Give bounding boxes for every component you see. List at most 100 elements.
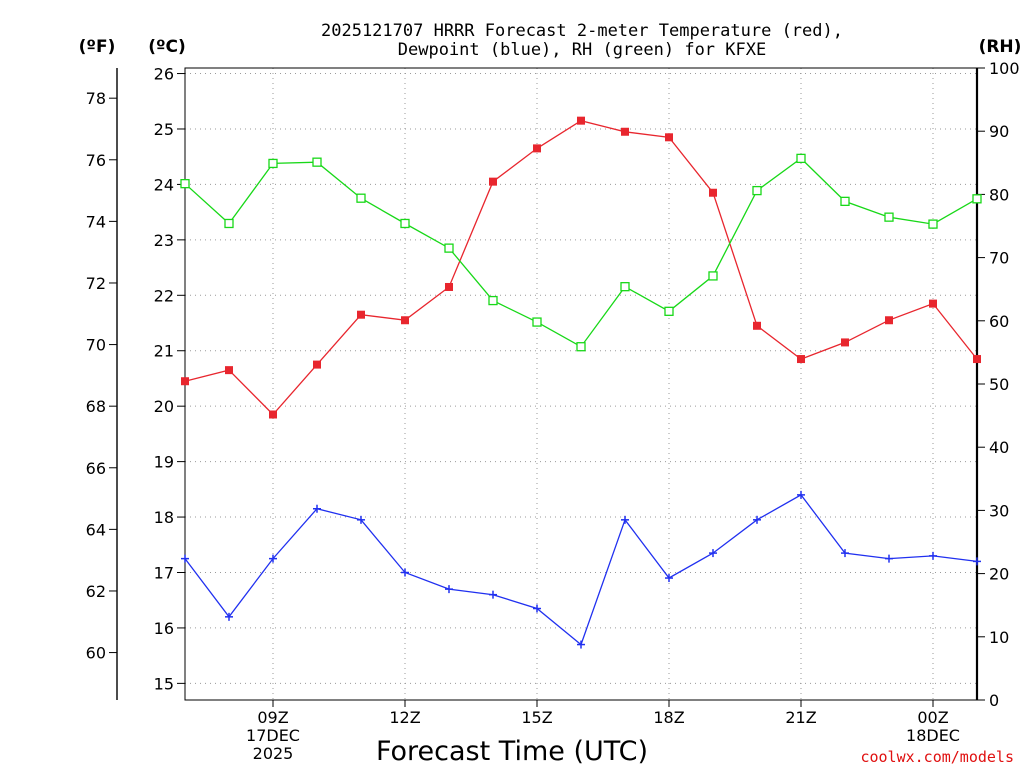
dewpoint-point [665, 574, 673, 583]
celsius-tick-label: 17 [154, 563, 174, 582]
fahrenheit-tick-label: 62 [86, 582, 106, 601]
dewpoint-point [841, 549, 849, 558]
fahrenheit-tick-label: 74 [86, 212, 106, 231]
temperature-point [841, 338, 849, 347]
rh-tick-label: 100 [989, 59, 1020, 78]
rh-point [224, 218, 234, 229]
fahrenheit-tick-label: 70 [86, 336, 106, 355]
celsius-tick-label: 15 [154, 674, 174, 693]
rh-tick-label: 40 [989, 438, 1009, 457]
dewpoint-point [533, 604, 541, 613]
rh-point [620, 282, 630, 292]
rh-point [444, 243, 454, 253]
x-axis-label: Forecast Time (UTC) [376, 736, 648, 767]
rh-point [268, 158, 278, 169]
fahrenheit-tick-label: 68 [86, 397, 106, 416]
rh-point [488, 295, 498, 306]
chart-title-line1: 2025121707 HRRR Forecast 2-meter Tempera… [321, 21, 843, 41]
x-tick-label: 15Z [521, 708, 552, 727]
rh-point [796, 153, 806, 164]
x-tick-label: 18Z [653, 708, 684, 727]
rh-point [972, 194, 982, 204]
fahrenheit-tick-label: 76 [86, 151, 106, 170]
rh-tick-label: 30 [989, 501, 1009, 520]
celsius-tick-label: 25 [154, 120, 174, 139]
temperature-point [797, 355, 805, 364]
rh-point [312, 157, 322, 167]
rh-tick-label: 0 [989, 691, 999, 710]
dewpoint-point [225, 612, 233, 621]
temperature-point [313, 360, 321, 369]
rh-tick-label: 60 [989, 312, 1009, 331]
fahrenheit-tick-label: 64 [86, 520, 106, 539]
celsius-tick-label: 18 [154, 508, 174, 527]
dewpoint-point [885, 554, 893, 563]
x-tick-label: 09Z [257, 708, 288, 727]
celsius-tick-label: 21 [154, 342, 174, 361]
celsius-unit-label: (ºC) [148, 37, 186, 57]
series-rh [180, 153, 982, 352]
fahrenheit-tick-label: 60 [86, 644, 106, 663]
fahrenheit-tick-label: 78 [86, 89, 106, 108]
celsius-tick-label: 26 [154, 65, 174, 84]
temperature-point [621, 127, 629, 136]
x-tick-label: 2025 [253, 744, 294, 763]
temperature-point [489, 177, 497, 186]
celsius-tick-label: 23 [154, 231, 174, 250]
x-tick-label: 21Z [785, 708, 816, 727]
series-temperature [181, 116, 981, 419]
rh-point [752, 185, 762, 196]
temperature-point [445, 282, 453, 291]
rh-point [576, 342, 586, 352]
temperature-point [753, 321, 761, 330]
series-dewpoint [181, 490, 981, 649]
rh-tick-label: 20 [989, 565, 1009, 584]
rh-tick-label: 90 [989, 122, 1009, 141]
rh-point [180, 179, 190, 189]
temperature-line [184, 120, 978, 416]
dewpoint-point [621, 515, 629, 524]
temperature-point [665, 133, 673, 142]
celsius-tick-label: 22 [154, 286, 174, 305]
rh-unit-label: (RH) [979, 37, 1022, 57]
dewpoint-point [357, 515, 365, 524]
dewpoint-point [973, 557, 981, 566]
dewpoint-point [181, 554, 189, 563]
rh-tick-label: 70 [989, 249, 1009, 268]
temperature-point [181, 377, 189, 386]
temperature-point [709, 188, 717, 197]
rh-point [400, 218, 410, 229]
dewpoint-point [929, 551, 937, 560]
rh-point [664, 306, 674, 316]
series-lines [180, 116, 982, 649]
temperature-point [401, 316, 409, 325]
rh-point [928, 219, 938, 229]
fahrenheit-unit-label: (ºF) [79, 37, 116, 57]
celsius-tick-label: 19 [154, 453, 174, 472]
dewpoint-point [313, 504, 321, 513]
dewpoint-point [709, 549, 717, 558]
temperature-point [269, 410, 277, 419]
fahrenheit-tick-label: 72 [86, 274, 106, 293]
dewpoint-point [489, 590, 497, 599]
x-tick-label: 00Z [917, 708, 948, 727]
celsius-tick-label: 20 [154, 397, 174, 416]
chart-title-line2: Dewpoint (blue), RH (green) for KFXE [398, 40, 766, 60]
rh-point [708, 271, 718, 281]
temperature-point [225, 366, 233, 375]
credit-text: coolwx.com/models [860, 748, 1014, 766]
dewpoint-point [797, 490, 805, 499]
celsius-tick-label: 16 [154, 619, 174, 638]
rh-point [884, 212, 894, 222]
temperature-point [929, 299, 937, 308]
dewpoint-point [401, 568, 409, 577]
dewpoint-point [577, 640, 585, 649]
rh-point [356, 193, 366, 203]
temperature-point [973, 355, 981, 364]
temperature-point [533, 144, 541, 153]
fahrenheit-tick-label: 66 [86, 459, 106, 478]
temperature-point [357, 310, 365, 319]
celsius-tick-label: 24 [154, 175, 174, 194]
